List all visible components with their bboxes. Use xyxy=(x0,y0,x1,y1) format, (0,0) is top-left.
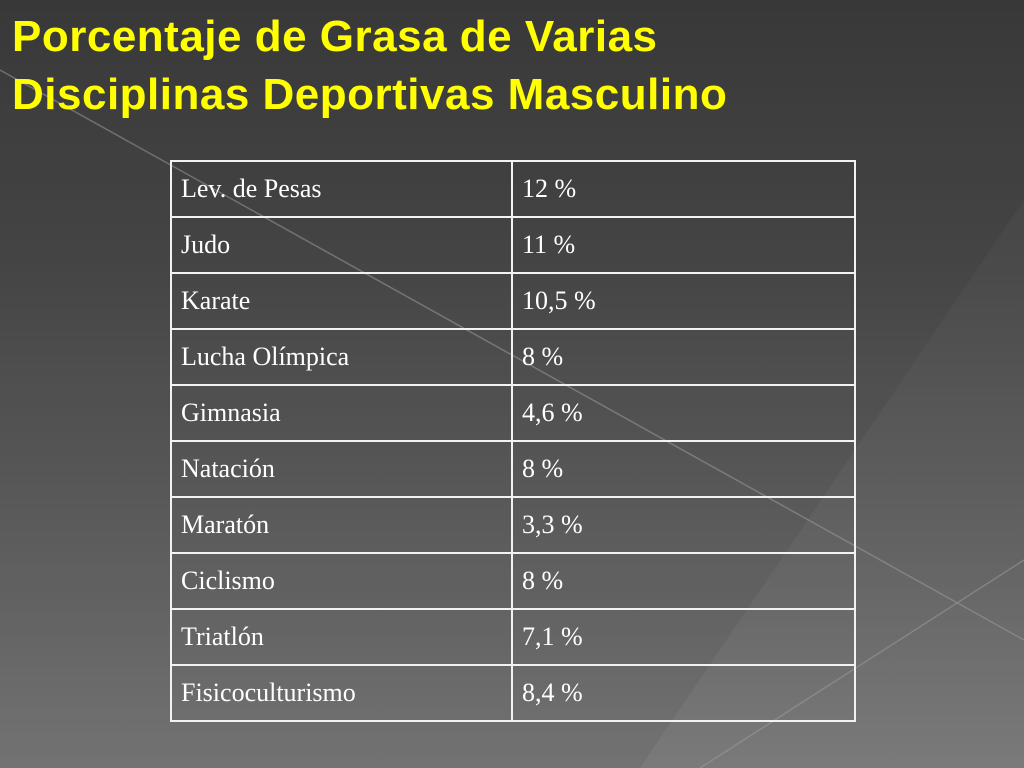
body-fat-table: Lev. de Pesas 12 % Judo 11 % Karate 10,5… xyxy=(170,160,856,722)
table-row: Maratón 3,3 % xyxy=(170,496,856,554)
table-row: Judo 11 % xyxy=(170,216,856,274)
fat-percentage-cell: 7,1 % xyxy=(511,608,856,666)
table-row: Ciclismo 8 % xyxy=(170,552,856,610)
sport-cell: Lev. de Pesas xyxy=(170,160,513,218)
sport-cell: Natación xyxy=(170,440,513,498)
slide-title: Porcentaje de Grasa de Varias Disciplina… xyxy=(12,8,1012,124)
fat-percentage-cell: 4,6 % xyxy=(511,384,856,442)
table-row: Natación 8 % xyxy=(170,440,856,498)
fat-percentage-cell: 11 % xyxy=(511,216,856,274)
sport-cell: Judo xyxy=(170,216,513,274)
table-body: Lev. de Pesas 12 % Judo 11 % Karate 10,5… xyxy=(170,160,856,722)
table-row: Fisicoculturismo 8,4 % xyxy=(170,664,856,722)
slide-title-line-2: Disciplinas Deportivas Masculino xyxy=(12,70,728,119)
table-row: Triatlón 7,1 % xyxy=(170,608,856,666)
sport-cell: Triatlón xyxy=(170,608,513,666)
sport-cell: Gimnasia xyxy=(170,384,513,442)
table-row: Gimnasia 4,6 % xyxy=(170,384,856,442)
fat-percentage-cell: 8 % xyxy=(511,328,856,386)
sport-cell: Lucha Olímpica xyxy=(170,328,513,386)
fat-percentage-cell: 8,4 % xyxy=(511,664,856,722)
sport-cell: Ciclismo xyxy=(170,552,513,610)
sport-cell: Fisicoculturismo xyxy=(170,664,513,722)
sport-cell: Karate xyxy=(170,272,513,330)
table-row: Karate 10,5 % xyxy=(170,272,856,330)
fat-percentage-cell: 3,3 % xyxy=(511,496,856,554)
fat-percentage-cell: 8 % xyxy=(511,552,856,610)
table-row: Lucha Olímpica 8 % xyxy=(170,328,856,386)
sport-cell: Maratón xyxy=(170,496,513,554)
fat-percentage-cell: 10,5 % xyxy=(511,272,856,330)
fat-percentage-cell: 12 % xyxy=(511,160,856,218)
table-row: Lev. de Pesas 12 % xyxy=(170,160,856,218)
slide-title-line-1: Porcentaje de Grasa de Varias xyxy=(12,12,658,61)
fat-percentage-cell: 8 % xyxy=(511,440,856,498)
